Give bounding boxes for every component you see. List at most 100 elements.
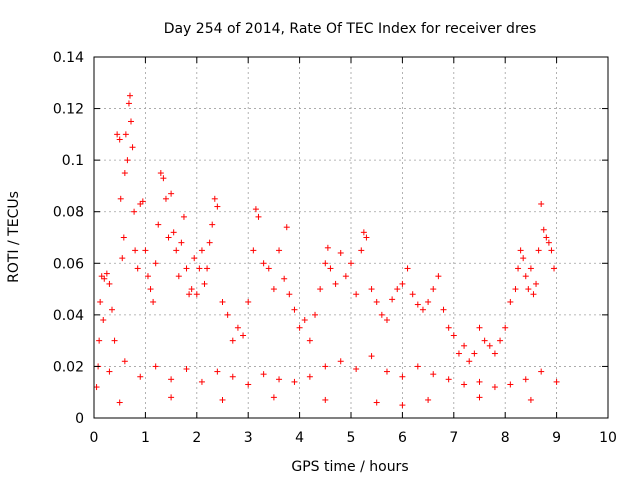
- data-point: [206, 239, 213, 246]
- data-point: [389, 296, 396, 303]
- grid: [94, 57, 608, 418]
- data-point: [270, 286, 277, 293]
- data-point: [198, 378, 205, 385]
- data-point: [419, 306, 426, 313]
- data-point: [533, 280, 540, 287]
- data-point: [322, 396, 329, 403]
- data-point: [425, 396, 432, 403]
- data-point: [535, 247, 542, 254]
- data-point: [144, 273, 151, 280]
- data-point: [214, 368, 221, 375]
- data-point: [121, 170, 128, 177]
- data-point: [125, 100, 132, 107]
- data-point: [260, 260, 267, 267]
- x-tick-label: 3: [244, 430, 253, 446]
- data-point: [353, 366, 360, 373]
- data-point: [183, 366, 190, 373]
- data-point: [245, 298, 252, 305]
- data-point: [363, 234, 370, 241]
- data-point: [360, 229, 367, 236]
- data-point: [134, 265, 141, 272]
- data-point: [98, 273, 105, 280]
- x-tick-label: 0: [90, 430, 99, 446]
- data-point: [283, 224, 290, 231]
- data-point: [399, 402, 406, 409]
- y-tick-label: 0.08: [53, 205, 84, 221]
- data-point: [394, 286, 401, 293]
- data-point: [126, 92, 133, 99]
- y-axis-title: ROTI / TECUs: [6, 191, 22, 283]
- chart-title: Day 254 of 2014, Rate Of TEC Index for r…: [164, 21, 537, 37]
- data-point: [129, 144, 136, 151]
- data-point: [209, 221, 216, 228]
- data-point: [368, 353, 375, 360]
- data-point: [306, 373, 313, 380]
- data-point: [97, 298, 104, 305]
- data-point: [481, 337, 488, 344]
- data-point: [445, 376, 452, 383]
- data-point: [317, 286, 324, 293]
- data-point: [545, 239, 552, 246]
- data-point: [142, 247, 149, 254]
- data-point: [139, 198, 146, 205]
- data-point: [193, 291, 200, 298]
- data-point: [116, 399, 123, 406]
- data-point: [155, 221, 162, 228]
- data-point: [96, 337, 103, 344]
- data-point: [240, 332, 247, 339]
- data-point: [491, 350, 498, 357]
- data-point: [219, 298, 226, 305]
- data-point: [322, 363, 329, 370]
- data-point: [383, 368, 390, 375]
- y-tick-label: 0.12: [53, 102, 84, 118]
- data-point: [108, 306, 115, 313]
- data-point: [219, 396, 226, 403]
- y-tick-label: 0.06: [53, 256, 84, 272]
- data-point: [435, 273, 442, 280]
- data-point: [191, 255, 198, 262]
- x-tick-label: 6: [398, 430, 407, 446]
- data-point: [106, 368, 113, 375]
- axes: 0 1 2 3 4 5 6 7 8 9 10 0 0.02 0.04 0.06 0.08 0.1 0.12 0.14: [53, 50, 617, 446]
- data-point: [204, 265, 211, 272]
- data-point: [121, 358, 128, 365]
- data-point: [188, 286, 195, 293]
- data-point: [117, 195, 124, 202]
- data-point: [229, 337, 236, 344]
- data-point: [162, 195, 169, 202]
- data-point: [373, 399, 380, 406]
- data-point: [322, 260, 329, 267]
- data-point: [430, 371, 437, 378]
- data-point: [368, 286, 375, 293]
- data-point: [122, 131, 129, 138]
- data-point: [250, 247, 257, 254]
- data-point: [538, 368, 545, 375]
- data-point: [450, 332, 457, 339]
- data-point: [128, 118, 135, 125]
- x-tick-label: 2: [192, 430, 201, 446]
- data-point: [548, 247, 555, 254]
- data-point: [327, 265, 334, 272]
- data-point: [214, 203, 221, 210]
- data-point: [515, 265, 522, 272]
- data-point: [168, 376, 175, 383]
- data-point: [337, 358, 344, 365]
- data-point: [93, 384, 100, 391]
- x-tick-label: 4: [295, 430, 304, 446]
- data-point: [461, 342, 468, 349]
- data-point: [157, 170, 164, 177]
- data-point: [497, 337, 504, 344]
- data-point: [378, 311, 385, 318]
- data-point: [306, 337, 313, 344]
- data-point: [276, 376, 283, 383]
- data-point: [342, 273, 349, 280]
- y-tick-label: 0.1: [62, 153, 84, 169]
- data-point: [152, 260, 159, 267]
- data-point: [399, 373, 406, 380]
- x-tick-label: 1: [141, 430, 150, 446]
- data-points: [93, 92, 560, 409]
- data-point: [120, 234, 127, 241]
- x-tick-label: 10: [599, 430, 617, 446]
- data-point: [291, 378, 298, 385]
